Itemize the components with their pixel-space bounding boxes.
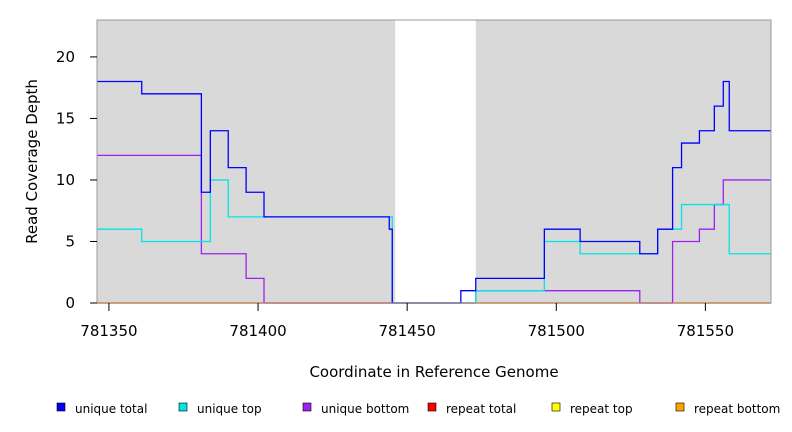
x-tick-label: 781400 bbox=[229, 322, 286, 340]
plot-background bbox=[97, 20, 771, 303]
legend-swatch bbox=[178, 402, 188, 412]
x-tick-label: 781550 bbox=[677, 322, 734, 340]
legend-label: repeat bottom bbox=[694, 402, 780, 416]
legend-swatch bbox=[551, 402, 561, 412]
legend-swatch bbox=[56, 402, 66, 412]
legend: unique total unique top unique bottom repea… bbox=[56, 402, 780, 416]
background-band-1 bbox=[475, 20, 771, 303]
legend-label: unique top bbox=[197, 402, 262, 416]
legend-label: repeat total bbox=[446, 402, 516, 416]
legend-swatch bbox=[302, 402, 312, 412]
legend-swatch bbox=[675, 402, 685, 412]
series-line-unique-bottom bbox=[97, 154, 771, 304]
legend-label: unique bottom bbox=[321, 402, 409, 416]
x-tick-label: 781500 bbox=[528, 322, 585, 340]
y-tick-label: 10 bbox=[56, 171, 75, 189]
y-axis-ticks: 0 5 10 15 20 bbox=[56, 48, 97, 312]
y-tick-label: 5 bbox=[65, 232, 75, 250]
legend-swatch bbox=[427, 402, 437, 412]
legend-label: repeat top bbox=[570, 402, 633, 416]
x-axis-title: Coordinate in Reference Genome bbox=[309, 363, 558, 381]
x-tick-label: 781450 bbox=[379, 322, 436, 340]
plot-frame bbox=[96, 19, 772, 304]
x-tick-label: 781350 bbox=[80, 322, 137, 340]
x-axis-ticks: 781350 781400 781450 781500 781550 bbox=[80, 303, 734, 340]
legend-label: unique total bbox=[75, 402, 147, 416]
series-line-unique-total bbox=[97, 80, 771, 304]
y-tick-label: 15 bbox=[56, 109, 75, 127]
y-tick-label: 0 bbox=[65, 294, 75, 312]
y-tick-label: 20 bbox=[56, 48, 75, 66]
y-axis-title: Read Coverage Depth bbox=[23, 79, 41, 244]
